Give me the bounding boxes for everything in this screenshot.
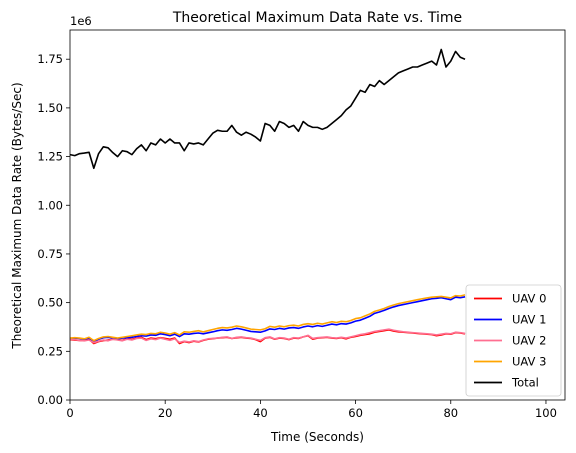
x-tick-label: 100 [535,406,557,420]
series-line-4 [69,48,466,170]
y-tick-label: 1.50 [37,101,63,115]
series-line-1 [69,296,466,343]
y-tick-label: 0.50 [37,296,63,310]
legend-label-3: UAV 3 [512,355,546,369]
legend: UAV 0 UAV 1 UAV 2 UAV 3 Total [465,284,562,397]
x-tick-label: 40 [253,406,268,420]
y-tick-label: 1.75 [37,52,63,66]
x-tick-label: 60 [348,406,363,420]
series-line-3 [69,294,466,342]
y-tick-label: 0.00 [37,393,63,407]
legend-label-4: Total [511,376,539,390]
legend-label-2: UAV 2 [512,334,546,348]
plot-area [69,29,566,401]
x-tick-label: 20 [158,406,173,420]
legend-label-1: UAV 1 [512,313,546,327]
x-tick-label: 0 [66,406,73,420]
y-axis-label: Theoretical Maximum Data Rate (Bytes/Sec… [10,82,24,349]
chart-title: Theoretical Maximum Data Rate vs. Time [172,10,462,26]
y-tick-label: 1.00 [37,198,63,212]
legend-box [465,284,562,397]
y-tick-label: 0.25 [37,344,63,358]
legend-label-0: UAV 0 [512,292,546,306]
series-line-2 [69,328,466,344]
y-offset-text: 1e6 [70,14,92,28]
x-axis: 0 20 40 60 80 100 [66,400,557,420]
x-axis-label: Time (Seconds) [270,430,364,444]
y-tick-label: 1.25 [37,150,63,164]
x-tick-label: 80 [443,406,458,420]
plot-frame [69,29,566,401]
y-tick-label: 0.75 [37,247,63,261]
y-axis: 0.00 0.25 0.50 0.75 1.00 1.25 1.50 1.75 [37,52,70,407]
